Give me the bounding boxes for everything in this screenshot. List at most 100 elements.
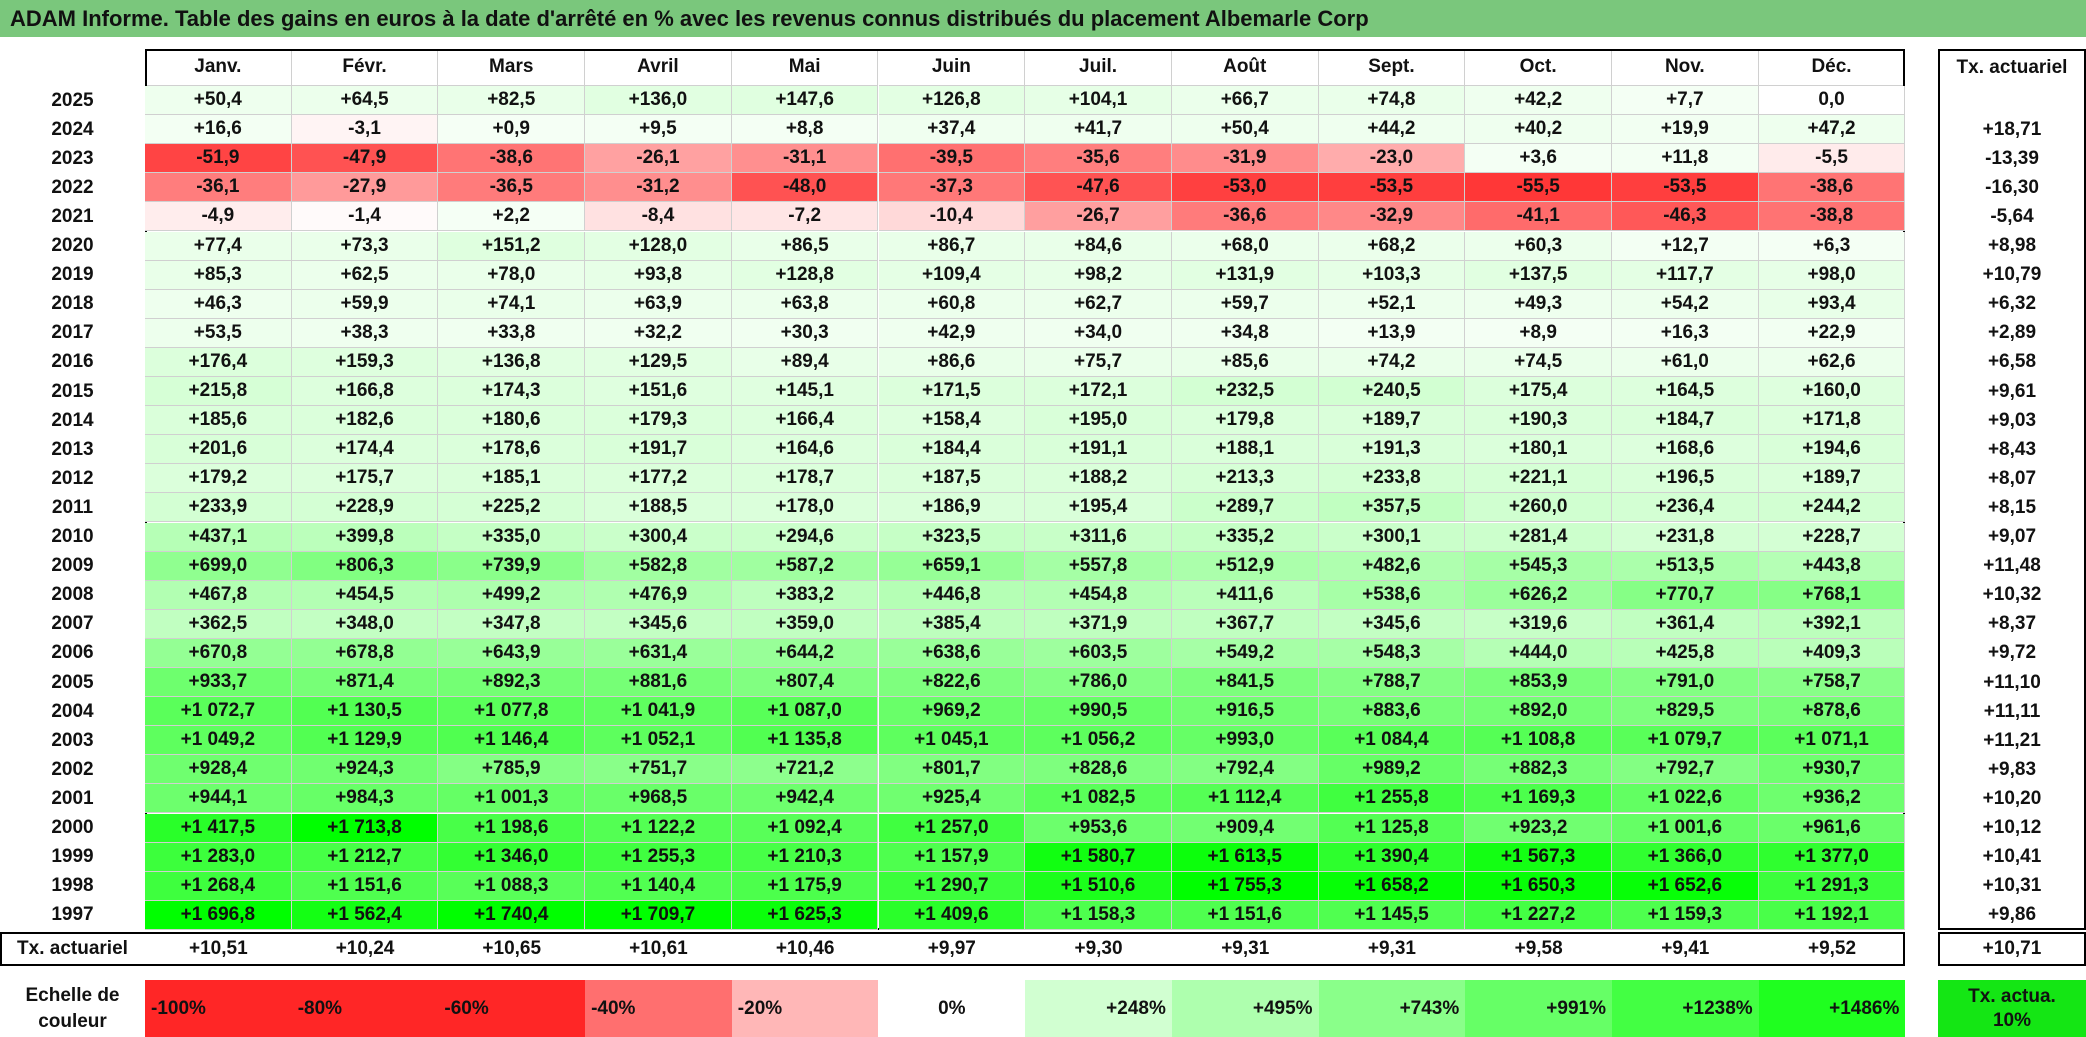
cell: +871,4	[291, 668, 439, 698]
cell: -27,9	[291, 173, 439, 203]
cell: +49,3	[1465, 289, 1612, 319]
year-label: 2003	[51, 729, 94, 751]
cell: +1 613,5	[1171, 842, 1319, 872]
cell: +1 567,3	[1465, 842, 1612, 872]
cell: +923,2	[1465, 813, 1612, 843]
cell: +164,5	[1612, 377, 1759, 407]
cell: +367,7	[1171, 609, 1319, 639]
cell: +62,5	[291, 260, 439, 290]
cell: +174,4	[291, 435, 439, 465]
cell: +117,7	[1612, 260, 1759, 290]
cell: +892,0	[1465, 697, 1612, 727]
cell: +1 158,3	[1025, 900, 1172, 930]
scale-step: -20%	[731, 980, 879, 1037]
cell: -53,5	[1318, 173, 1466, 203]
cell: -8,4	[585, 202, 732, 232]
cell: +513,5	[1612, 551, 1759, 581]
cell: +409,3	[1758, 638, 1906, 668]
cell: +454,5	[291, 580, 439, 610]
cell: +32,2	[585, 318, 732, 348]
year-label: 2010	[51, 526, 94, 548]
cell: -35,6	[1025, 144, 1172, 174]
cell: +1 390,4	[1318, 842, 1466, 872]
cell: +1 198,6	[438, 813, 586, 843]
cell: +33,8	[438, 318, 586, 348]
cell: +89,4	[731, 347, 879, 377]
cell: +853,9	[1465, 668, 1612, 698]
tx-cell: +10,79	[1982, 264, 2042, 286]
cell: +158,4	[878, 406, 1026, 436]
year-label: 1998	[51, 875, 94, 897]
cell: +66,7	[1171, 86, 1319, 116]
cell: +1 409,6	[878, 900, 1026, 930]
cell: +74,2	[1318, 347, 1466, 377]
cell: +933,7	[145, 668, 292, 698]
year-label: 1999	[51, 846, 94, 868]
cell: +42,2	[1465, 86, 1612, 116]
tx-cell: +10,12	[1982, 817, 2042, 839]
cell: +1 175,9	[731, 871, 879, 901]
cell: +1 125,8	[1318, 813, 1466, 843]
cell: +362,5	[145, 609, 292, 639]
cell: +195,4	[1025, 493, 1172, 523]
cell: -38,6	[1758, 173, 1906, 203]
cell: +924,3	[291, 755, 439, 785]
year-label: 2000	[51, 817, 94, 839]
cell: +1 268,4	[145, 871, 292, 901]
cell: +841,5	[1171, 668, 1319, 698]
footer-cell: +10,24	[335, 937, 395, 959]
year-label: 2002	[51, 758, 94, 780]
column-header: Juil.	[1025, 49, 1172, 86]
cell: +47,2	[1758, 115, 1906, 145]
cell: +925,4	[878, 784, 1026, 814]
cell: +64,5	[291, 86, 439, 116]
cell: +184,4	[878, 435, 1026, 465]
cell: +411,6	[1171, 580, 1319, 610]
cell: +7,7	[1612, 86, 1759, 116]
cell: +385,4	[878, 609, 1026, 639]
cell: +1 652,6	[1612, 871, 1759, 901]
cell: +335,2	[1171, 522, 1319, 552]
cell: +1 255,8	[1318, 784, 1466, 814]
cell: +699,0	[145, 551, 292, 581]
cell: +147,6	[731, 86, 879, 116]
year-label: 2020	[51, 235, 94, 257]
cell: -31,2	[585, 173, 732, 203]
cell: +883,6	[1318, 697, 1466, 727]
cell: +638,6	[878, 638, 1026, 668]
cell: -38,8	[1758, 202, 1906, 232]
tx-cell: +9,72	[1987, 642, 2037, 664]
cell: +136,8	[438, 347, 586, 377]
cell: -1,4	[291, 202, 439, 232]
cell: +644,2	[731, 638, 879, 668]
column-header: Oct.	[1465, 49, 1612, 86]
cell: -53,5	[1612, 173, 1759, 203]
cell: +822,6	[878, 668, 1026, 698]
footer-cell: +9,31	[1221, 937, 1270, 959]
cell: +8,8	[731, 115, 879, 145]
year-label: 2013	[51, 438, 94, 460]
cell: +1 001,3	[438, 784, 586, 814]
cell: +1 212,7	[291, 842, 439, 872]
cell: +969,2	[878, 697, 1026, 727]
cell: +1 255,3	[585, 842, 732, 872]
scale-step: +743%	[1318, 980, 1466, 1037]
cell: +1 052,1	[585, 726, 732, 756]
cell: +768,1	[1758, 580, 1906, 610]
year-label: 2001	[51, 787, 94, 809]
cell: +137,5	[1465, 260, 1612, 290]
cell: +1 159,3	[1612, 900, 1759, 930]
cell: +1 022,6	[1612, 784, 1759, 814]
cell: +233,9	[145, 493, 292, 523]
cell: +42,9	[878, 318, 1026, 348]
cell: +16,3	[1612, 318, 1759, 348]
cell: -31,9	[1171, 144, 1319, 174]
cell: +74,8	[1318, 86, 1466, 116]
cell: -48,0	[731, 173, 879, 203]
cell: +1 077,8	[438, 697, 586, 727]
cell: +1 755,3	[1171, 871, 1319, 901]
year-label: 2008	[51, 584, 94, 606]
cell: +1 192,1	[1758, 900, 1906, 930]
year-label: 2017	[51, 322, 94, 344]
tx-cell: +9,61	[1987, 380, 2037, 402]
